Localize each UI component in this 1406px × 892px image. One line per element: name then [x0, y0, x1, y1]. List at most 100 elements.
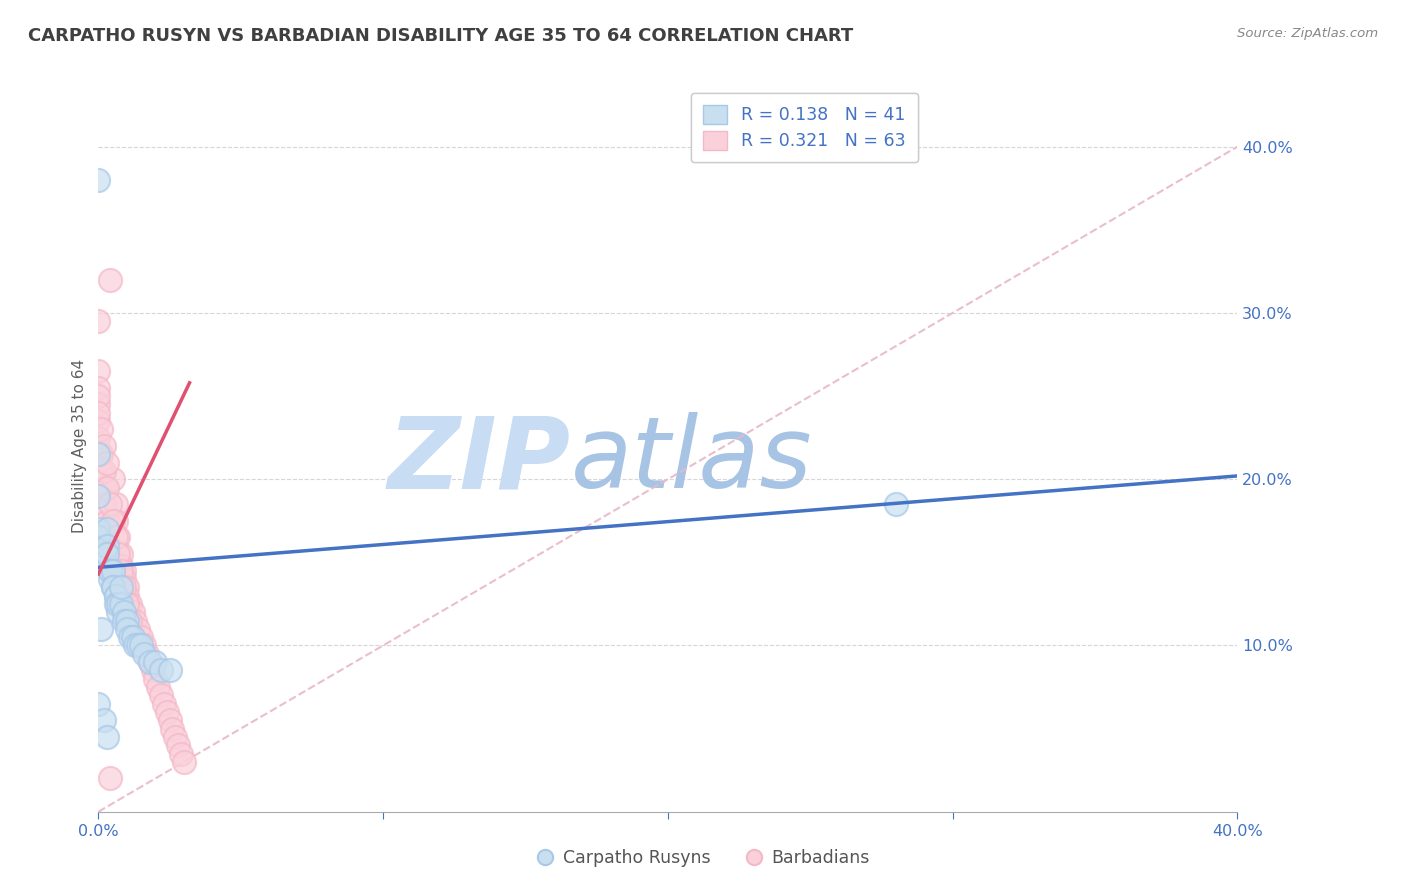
- Point: [112, 614, 135, 628]
- Point: [90, 447, 112, 461]
- Point: [87, 397, 110, 411]
- Point: [118, 630, 141, 644]
- Point: [124, 614, 146, 628]
- Point: [104, 530, 127, 544]
- Point: [87, 697, 110, 711]
- Point: [121, 630, 143, 644]
- Point: [93, 547, 115, 561]
- Point: [145, 655, 167, 669]
- Point: [87, 314, 110, 328]
- Point: [93, 481, 115, 495]
- Point: [93, 439, 115, 453]
- Point: [121, 605, 143, 619]
- Point: [104, 589, 127, 603]
- Point: [132, 639, 155, 653]
- Legend: Carpatho Rusyns, Barbadians: Carpatho Rusyns, Barbadians: [530, 843, 876, 874]
- Point: [96, 547, 118, 561]
- Point: [135, 647, 157, 661]
- Legend: R = 0.138   N = 41, R = 0.321   N = 63: R = 0.138 N = 41, R = 0.321 N = 63: [690, 93, 918, 162]
- Point: [96, 514, 118, 528]
- Point: [87, 447, 110, 461]
- Point: [159, 714, 181, 728]
- Point: [93, 497, 115, 511]
- Point: [96, 539, 118, 553]
- Point: [112, 605, 135, 619]
- Point: [90, 464, 112, 478]
- Point: [115, 622, 138, 636]
- Point: [98, 564, 121, 578]
- Point: [884, 497, 907, 511]
- Point: [87, 522, 110, 536]
- Point: [110, 547, 132, 561]
- Point: [101, 472, 124, 486]
- Point: [165, 730, 187, 744]
- Text: atlas: atlas: [571, 412, 813, 509]
- Text: CARPATHO RUSYN VS BARBADIAN DISABILITY AGE 35 TO 64 CORRELATION CHART: CARPATHO RUSYN VS BARBADIAN DISABILITY A…: [28, 27, 853, 45]
- Point: [118, 614, 141, 628]
- Point: [132, 647, 155, 661]
- Point: [104, 497, 127, 511]
- Point: [115, 589, 138, 603]
- Point: [129, 639, 152, 653]
- Point: [107, 530, 129, 544]
- Point: [115, 614, 138, 628]
- Point: [87, 173, 110, 187]
- Point: [110, 597, 132, 611]
- Point: [98, 564, 121, 578]
- Point: [112, 564, 135, 578]
- Point: [87, 389, 110, 403]
- Point: [107, 547, 129, 561]
- Point: [112, 580, 135, 594]
- Point: [162, 722, 184, 736]
- Point: [96, 522, 118, 536]
- Point: [104, 597, 127, 611]
- Point: [167, 738, 190, 752]
- Point: [110, 564, 132, 578]
- Point: [87, 489, 110, 503]
- Point: [101, 580, 124, 594]
- Point: [98, 497, 121, 511]
- Point: [115, 597, 138, 611]
- Point: [96, 456, 118, 470]
- Point: [110, 580, 132, 594]
- Point: [150, 689, 173, 703]
- Point: [129, 630, 152, 644]
- Point: [96, 730, 118, 744]
- Point: [90, 622, 112, 636]
- Point: [110, 558, 132, 573]
- Point: [148, 680, 170, 694]
- Point: [96, 530, 118, 544]
- Text: Source: ZipAtlas.com: Source: ZipAtlas.com: [1237, 27, 1378, 40]
- Point: [145, 672, 167, 686]
- Point: [87, 530, 110, 544]
- Point: [87, 406, 110, 420]
- Point: [107, 605, 129, 619]
- Point: [107, 547, 129, 561]
- Point: [98, 547, 121, 561]
- Point: [104, 589, 127, 603]
- Point: [107, 597, 129, 611]
- Point: [87, 414, 110, 428]
- Point: [150, 664, 173, 678]
- Point: [87, 431, 110, 445]
- Point: [101, 514, 124, 528]
- Point: [93, 464, 115, 478]
- Point: [87, 381, 110, 395]
- Point: [90, 422, 112, 436]
- Point: [104, 514, 127, 528]
- Y-axis label: Disability Age 35 to 64: Disability Age 35 to 64: [72, 359, 87, 533]
- Point: [96, 481, 118, 495]
- Point: [138, 655, 160, 669]
- Point: [170, 747, 193, 761]
- Text: ZIP: ZIP: [388, 412, 571, 509]
- Point: [173, 755, 195, 769]
- Point: [101, 564, 124, 578]
- Point: [118, 597, 141, 611]
- Point: [98, 772, 121, 786]
- Point: [101, 564, 124, 578]
- Point: [141, 664, 163, 678]
- Point: [98, 273, 121, 287]
- Point: [156, 705, 179, 719]
- Point: [124, 639, 146, 653]
- Point: [138, 655, 160, 669]
